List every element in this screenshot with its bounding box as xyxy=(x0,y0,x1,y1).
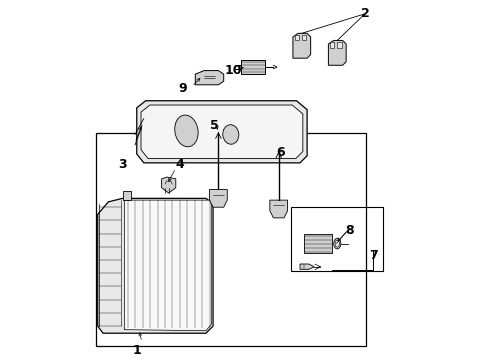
Ellipse shape xyxy=(334,238,341,249)
Bar xyxy=(294,35,299,40)
Ellipse shape xyxy=(223,125,239,144)
Polygon shape xyxy=(98,198,213,333)
Text: 3: 3 xyxy=(118,158,127,171)
Text: 7: 7 xyxy=(369,249,378,262)
Text: 2: 2 xyxy=(361,7,369,20)
Text: 4: 4 xyxy=(175,158,184,171)
Bar xyxy=(291,207,383,271)
Text: 5: 5 xyxy=(211,119,219,132)
Polygon shape xyxy=(141,105,303,159)
Bar xyxy=(242,60,265,74)
Bar xyxy=(96,133,366,346)
Polygon shape xyxy=(210,189,227,207)
Polygon shape xyxy=(162,177,176,193)
Text: 9: 9 xyxy=(178,82,187,95)
Bar xyxy=(304,234,332,253)
Polygon shape xyxy=(300,264,314,269)
Polygon shape xyxy=(124,200,211,331)
Bar xyxy=(122,191,131,200)
Text: 1: 1 xyxy=(132,345,141,357)
Polygon shape xyxy=(196,71,224,85)
Polygon shape xyxy=(293,33,311,58)
Text: 10: 10 xyxy=(225,64,243,77)
Ellipse shape xyxy=(335,240,340,247)
Text: 8: 8 xyxy=(345,224,354,237)
Polygon shape xyxy=(328,40,346,65)
Ellipse shape xyxy=(175,115,198,147)
Text: 6: 6 xyxy=(276,146,285,159)
Bar xyxy=(337,42,342,48)
Polygon shape xyxy=(137,101,307,163)
Polygon shape xyxy=(270,200,288,218)
Bar xyxy=(302,35,306,40)
Bar xyxy=(330,42,335,48)
